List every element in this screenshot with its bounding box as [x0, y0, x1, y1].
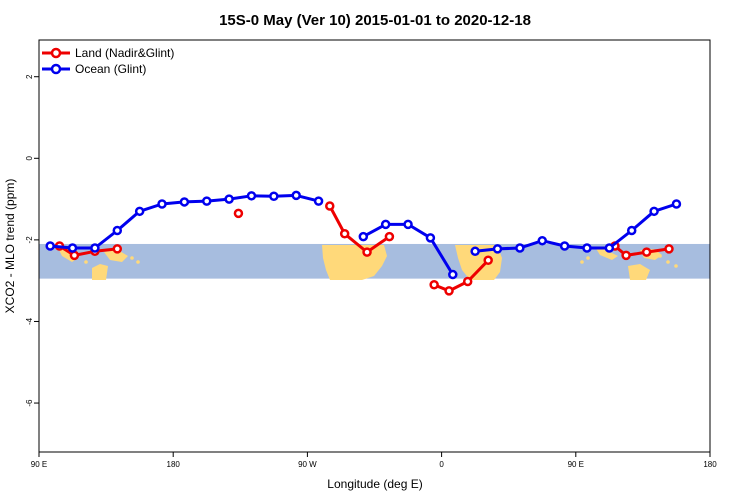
island-5	[674, 264, 678, 268]
data-point	[67, 243, 78, 253]
series-line	[613, 244, 670, 257]
series-ocean	[45, 190, 682, 280]
x-tick-label: 90 W	[298, 460, 317, 469]
data-point	[649, 206, 659, 217]
data-point	[515, 243, 525, 253]
series-line	[328, 205, 391, 254]
data-point	[233, 208, 244, 219]
data-point	[641, 247, 652, 257]
island-4	[666, 260, 670, 264]
data-point	[444, 286, 454, 296]
x-tick-label: 180	[167, 460, 181, 469]
y-axis-label: XCO2 - MLO trend (ppm)	[3, 179, 17, 314]
chart-title: 15S-0 May (Ver 10) 2015-01-01 to 2020-12…	[219, 12, 531, 29]
legend-land-marker	[50, 47, 62, 59]
data-point	[537, 235, 547, 246]
data-point	[621, 250, 631, 261]
x-tick-label: 90 E	[568, 460, 584, 469]
data-point	[362, 247, 372, 257]
y-tick-label: -6	[25, 399, 34, 407]
data-point	[224, 194, 234, 204]
x-tick-label: 90 E	[31, 460, 47, 469]
data-point	[582, 243, 592, 253]
data-point	[462, 276, 473, 287]
data-point	[291, 190, 301, 201]
data-point	[157, 199, 167, 209]
data-point	[671, 199, 682, 209]
data-point	[45, 241, 55, 251]
island-2	[136, 260, 140, 264]
data-point	[69, 250, 80, 261]
data-point	[403, 219, 413, 230]
data-point	[112, 244, 123, 254]
legend: Land (Nadir&Glint) Ocean (Glint)	[42, 46, 174, 76]
legend-ocean-marker	[50, 63, 62, 75]
series-line	[475, 202, 677, 253]
y-tick-label: -4	[25, 317, 34, 325]
y-tick-label: -2	[25, 236, 34, 244]
data-point	[90, 243, 100, 253]
data-point	[358, 231, 369, 242]
data-point	[559, 241, 570, 251]
data-point	[483, 255, 493, 266]
series-line	[433, 259, 490, 293]
island-0	[84, 260, 88, 264]
landmass-australia-west	[92, 264, 108, 280]
island-6	[580, 260, 584, 264]
y-tick-label: 2	[25, 74, 34, 79]
y-axis: -6 -4 -2 0 2	[25, 74, 39, 407]
data-point	[313, 196, 324, 206]
landmass-australia-east	[628, 264, 650, 280]
x-tick-label: 0	[439, 460, 444, 469]
data-point	[380, 219, 391, 230]
data-point	[325, 201, 335, 211]
series-layer	[45, 190, 682, 296]
data-point	[604, 243, 615, 253]
data-point	[112, 225, 123, 236]
series-line	[58, 244, 118, 257]
landmass-indonesia-east	[595, 247, 618, 260]
data-point	[425, 233, 436, 243]
data-point	[664, 244, 674, 254]
data-point	[179, 197, 190, 207]
data-point	[339, 229, 350, 239]
data-point	[470, 246, 480, 257]
data-point	[202, 196, 212, 206]
data-point	[626, 225, 637, 236]
x-tick-label: 180	[703, 460, 717, 469]
data-point	[246, 191, 257, 201]
landmass-newguinea-west	[104, 250, 128, 262]
legend-land-label: Land (Nadir&Glint)	[75, 46, 174, 60]
island-7	[586, 256, 590, 260]
data-point	[448, 269, 458, 280]
data-point	[134, 206, 145, 217]
island-3	[658, 254, 662, 258]
data-point	[429, 280, 439, 290]
plot-frame	[38, 39, 711, 453]
data-point	[384, 231, 395, 242]
data-point	[492, 244, 503, 254]
island-1	[130, 256, 134, 260]
y-tick-label: 0	[25, 156, 34, 161]
landmass-africa	[455, 245, 502, 280]
legend-ocean-label: Ocean (Glint)	[75, 62, 146, 76]
x-axis: 90 E 180 90 W 0 90 E 180	[31, 452, 717, 469]
map-background	[39, 243, 710, 280]
x-axis-label: Longitude (deg E)	[327, 477, 422, 491]
data-point	[269, 191, 279, 201]
